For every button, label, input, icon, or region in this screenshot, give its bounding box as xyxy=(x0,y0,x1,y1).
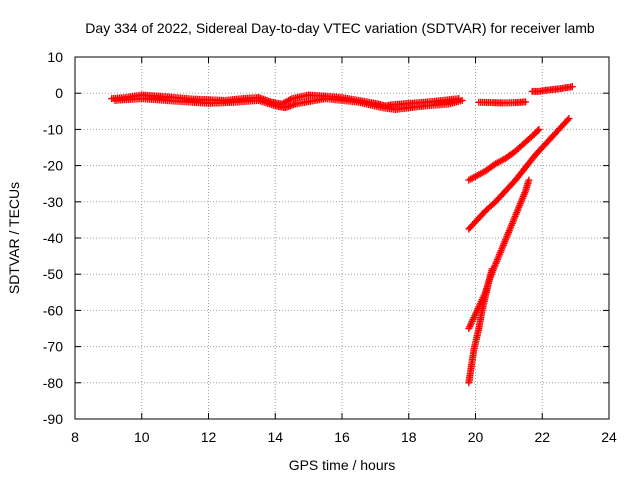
data-point xyxy=(535,125,543,133)
axis-ticks xyxy=(74,56,610,420)
x-tick-label: 16 xyxy=(334,429,350,445)
y-tick-label: -20 xyxy=(43,158,63,174)
y-tick-label: -50 xyxy=(43,266,63,282)
y-tick-label: 0 xyxy=(55,85,63,101)
series-main-band-lower xyxy=(111,95,466,113)
data-point xyxy=(458,96,466,104)
x-tick-label: 24 xyxy=(601,429,617,445)
x-tick-label: 18 xyxy=(401,429,417,445)
data-point xyxy=(568,83,576,91)
x-axis-label: GPS time / hours xyxy=(289,457,396,473)
data-point xyxy=(522,98,530,106)
data-point xyxy=(488,265,496,273)
series-arc-4 xyxy=(465,265,496,387)
y-tick-label: -90 xyxy=(43,411,63,427)
data-marks xyxy=(108,83,576,387)
x-tick-label: 8 xyxy=(71,429,79,445)
data-point xyxy=(565,115,573,123)
x-tick-label: 20 xyxy=(468,429,484,445)
series-late-rise xyxy=(528,83,576,95)
y-tick-label: -10 xyxy=(43,121,63,137)
data-point xyxy=(525,176,533,184)
series-arc-1 xyxy=(465,125,543,184)
series-arc-2 xyxy=(465,115,573,233)
x-tick-label: 22 xyxy=(534,429,550,445)
x-tick-label: 12 xyxy=(201,429,217,445)
y-tick-label: -80 xyxy=(43,375,63,391)
y-tick-label: -60 xyxy=(43,302,63,318)
series-late-flat xyxy=(475,98,530,107)
x-tick-label: 10 xyxy=(134,429,150,445)
y-tick-labels: 10 0 -10 -20 -30 -40 -50 -60 -70 -80 -90 xyxy=(43,49,63,427)
grid xyxy=(75,57,609,419)
data-point xyxy=(564,116,572,124)
y-tick-label: 10 xyxy=(47,49,63,65)
y-tick-label: -40 xyxy=(43,230,63,246)
y-axis-label: SDTVAR / TECUs xyxy=(6,182,22,294)
y-tick-label: -30 xyxy=(43,194,63,210)
x-tick-label: 14 xyxy=(267,429,283,445)
y-tick-label: -70 xyxy=(43,339,63,355)
chart-title: Day 334 of 2022, Sidereal Day-to-day VTE… xyxy=(85,20,595,36)
data-point xyxy=(534,127,542,135)
x-tick-labels: 8 10 12 14 16 18 20 22 24 xyxy=(71,429,617,445)
